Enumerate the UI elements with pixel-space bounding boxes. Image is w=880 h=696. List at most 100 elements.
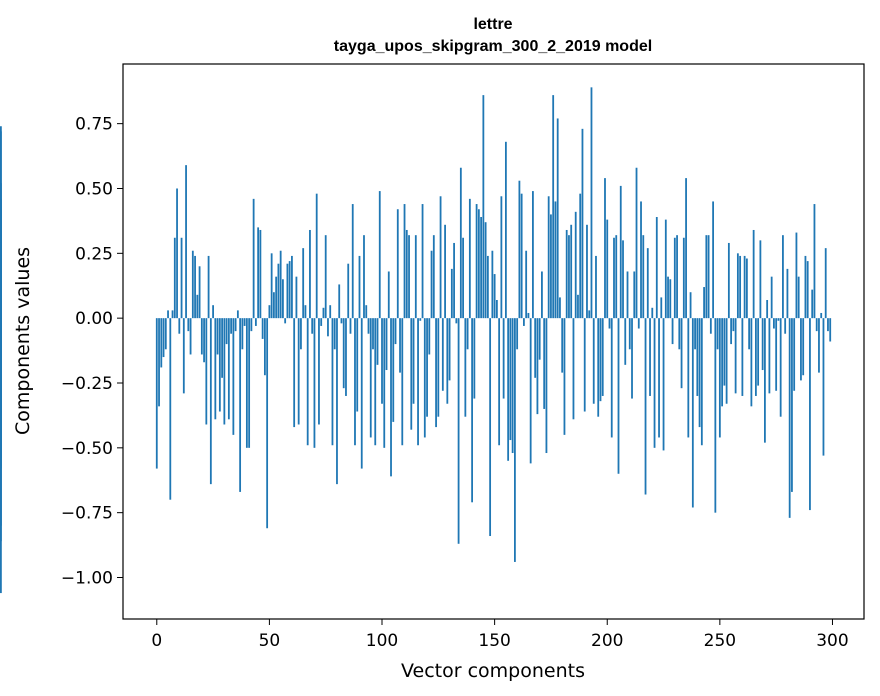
- bar: [768, 318, 771, 394]
- bar: [214, 318, 217, 420]
- bar: [225, 318, 228, 345]
- bar: [293, 318, 296, 428]
- bar: [273, 292, 275, 319]
- bar: [227, 318, 230, 420]
- bar: [667, 276, 669, 319]
- bar: [250, 318, 253, 332]
- x-axis-ticks: 0 50 100 150 200 250 300: [151, 619, 849, 651]
- bar: [430, 250, 433, 319]
- bar: [822, 318, 825, 456]
- x-tick-label: 50: [259, 631, 281, 651]
- bar: [707, 235, 710, 319]
- y-tick-label: −0.50: [61, 439, 113, 459]
- bar: [191, 250, 194, 319]
- bar: [689, 292, 692, 319]
- x-tick-label: 300: [816, 631, 848, 651]
- bar: [550, 214, 552, 319]
- bar: [545, 318, 548, 454]
- bar: [322, 307, 325, 319]
- bar: [263, 318, 266, 376]
- bar: [664, 219, 667, 319]
- bar: [561, 318, 564, 373]
- bar: [471, 318, 473, 503]
- bar: [534, 318, 537, 378]
- bar: [477, 209, 480, 319]
- bar: [369, 318, 372, 438]
- bar: [754, 318, 757, 396]
- bar: [189, 318, 192, 355]
- bar: [552, 95, 555, 319]
- bar: [466, 318, 469, 350]
- bar: [489, 318, 492, 537]
- bar: [532, 191, 534, 319]
- bar: [615, 235, 618, 319]
- bar: [752, 229, 755, 319]
- bar: [788, 318, 791, 518]
- bar: [696, 318, 699, 396]
- bar: [791, 318, 793, 492]
- bar: [547, 196, 550, 319]
- bar: [232, 318, 235, 435]
- y-tick-label: −0.75: [61, 504, 113, 524]
- bar: [484, 222, 487, 319]
- bar: [554, 201, 557, 319]
- bar: [410, 318, 413, 430]
- bar: [311, 318, 314, 334]
- bar: [360, 318, 363, 469]
- bar: [313, 318, 316, 448]
- bar: [635, 167, 638, 319]
- bar: [619, 185, 622, 319]
- bar: [705, 235, 708, 319]
- bar: [779, 318, 782, 417]
- bar: [595, 255, 597, 319]
- bar: [320, 318, 323, 326]
- bar: [723, 318, 726, 386]
- bar: [802, 318, 805, 376]
- bar: [230, 318, 233, 334]
- bar: [356, 318, 359, 412]
- bar: [475, 204, 478, 319]
- bar: [764, 318, 766, 443]
- bar: [682, 237, 685, 319]
- bar: [617, 318, 620, 474]
- bar: [716, 318, 719, 350]
- bar: [809, 318, 811, 511]
- bar: [718, 318, 721, 438]
- bar: [207, 255, 210, 319]
- x-tick-label: 100: [366, 631, 398, 651]
- bar: [757, 318, 760, 386]
- bar: [649, 318, 651, 396]
- bar: [399, 318, 401, 373]
- bar: [579, 193, 582, 319]
- bar: [502, 318, 505, 399]
- bar: [514, 318, 516, 562]
- bar: [297, 318, 300, 425]
- bar: [829, 318, 832, 342]
- bar: [0, 318, 2, 594]
- y-axis-label: Components values: [12, 247, 34, 435]
- bar: [529, 318, 532, 464]
- bar: [694, 318, 696, 350]
- bar: [333, 318, 336, 350]
- bar: [813, 204, 816, 319]
- bar: [748, 318, 751, 350]
- bar: [486, 255, 489, 319]
- bar: [507, 318, 510, 461]
- bar: [784, 318, 787, 334]
- bar: [261, 318, 264, 339]
- bar: [401, 318, 404, 446]
- bar: [378, 191, 381, 319]
- bar: [234, 318, 237, 332]
- bar: [644, 318, 647, 495]
- bar: [182, 318, 185, 394]
- bar: [761, 318, 764, 371]
- bar: [450, 268, 453, 319]
- bar: [646, 248, 649, 319]
- bar: [583, 318, 586, 412]
- bar: [574, 211, 577, 319]
- y-axis-ticks: −1.00 −0.75 −0.50 −0.25 0.00 0.25 0.50 0.75: [61, 115, 123, 589]
- bar: [743, 255, 746, 319]
- bar: [169, 318, 172, 500]
- bar: [700, 318, 703, 446]
